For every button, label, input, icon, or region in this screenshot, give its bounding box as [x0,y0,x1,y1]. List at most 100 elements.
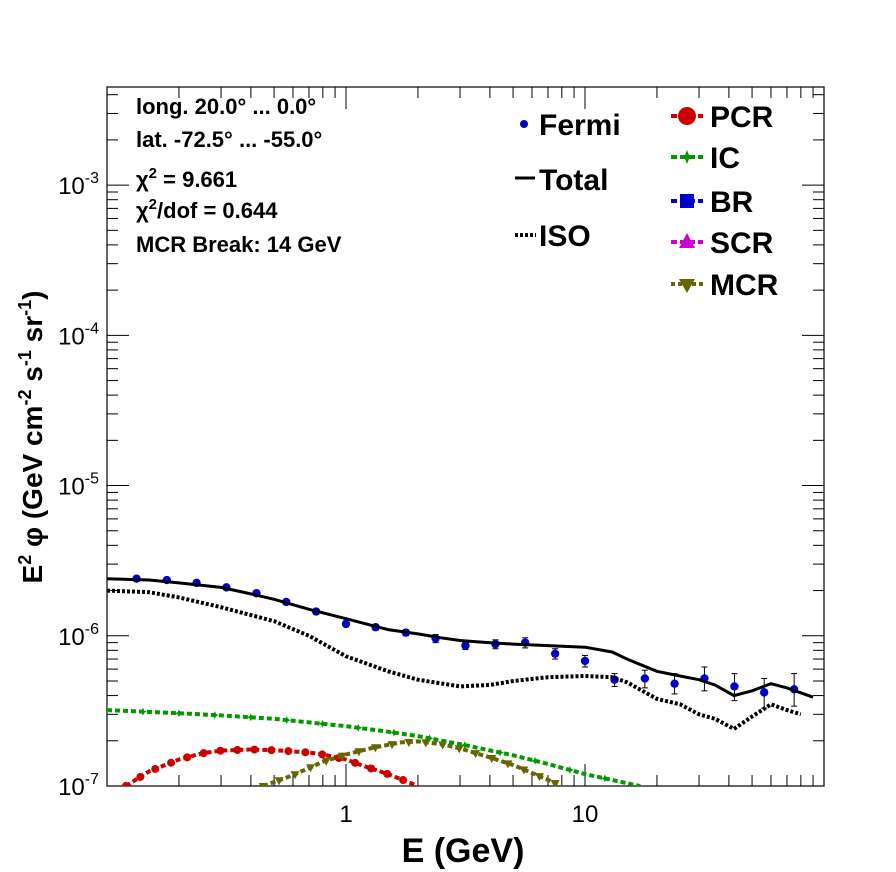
series-pcr [121,745,419,786]
x-tick-label: 1 [339,801,352,828]
fermi-point [730,682,739,691]
pcr-marker [121,782,130,786]
legend-left: Fermi Total ISO [515,109,621,253]
plot-frame [106,86,825,787]
legend-marker-scr [679,233,695,248]
chi2dof-symbol: χ [136,198,149,223]
y-axis-label-phi: φ (GeV cm [17,406,48,555]
ic-marker [354,723,363,732]
ic-marker [282,716,291,725]
mcr-marker [306,764,316,773]
pcr-marker [167,758,176,767]
chi2-symbol: χ [136,167,149,192]
chi2-value: = 9.661 [157,167,237,192]
ic-marker [107,706,111,715]
ic-marker [210,711,219,720]
chi2-sup: 2 [149,165,157,182]
series-line-ic [107,708,641,786]
legend-marker-br [680,194,694,208]
ic-marker [138,707,147,716]
pcr-marker [351,758,360,767]
y-axis-label-sup1: 2 [15,555,35,565]
annotation-longitude: long. 20.0° ... 0.0° [136,94,316,119]
pcr-marker [399,776,408,785]
y-tick-label: 10-4 [58,320,99,350]
ic-marker [174,709,183,718]
y-tick-label: 10-5 [58,471,99,501]
mcr-marker [387,741,397,750]
y-tick-label: 10-7 [58,771,99,801]
mcr-marker [534,773,544,782]
fermi-point [341,619,351,629]
series-line-mcr [262,739,563,786]
legend-label-fermi: Fermi [539,109,621,142]
y-axis: 10-7 10-6 10-5 10-4 10-3 [58,94,824,801]
legend-item-br: BR [671,186,754,219]
mcr-marker [454,745,464,754]
legend-label-pcr: PCR [710,101,774,134]
series-line-total [107,577,814,699]
x-tick-label: 10 [572,801,599,828]
fermi-point [550,649,560,658]
legend-item-scr: SCR [671,227,774,260]
pcr-marker [136,772,145,781]
legend-label-total: Total [539,164,608,197]
fermi-point [580,656,590,666]
mcr-marker [337,752,347,761]
pcr-marker [250,745,259,754]
mcr-marker [321,757,331,766]
annotation-chi2dof: χ2/dof = 0.644 [136,196,278,223]
ic-marker [246,713,255,722]
legend-marker-pcr [678,107,696,125]
legend-label-scr: SCR [710,227,774,260]
legend-marker-mcr [679,279,695,293]
legend-item-total: Total [515,164,608,197]
legend-label-br: BR [710,186,754,219]
legend-item-pcr: PCR [671,101,774,134]
legend-label-ic: IC [710,142,740,175]
ic-marker [425,734,434,743]
series-layer [107,574,814,786]
ic-marker [565,766,574,775]
pcr-marker [383,769,392,778]
pcr-marker [301,748,310,757]
legend-item-iso: ISO [515,220,591,253]
ic-marker [318,719,327,728]
mcr-marker [421,739,431,748]
y-axis-label: E2 φ (GeV cm-2 s-1 sr-1) [15,291,48,584]
mcr-marker [274,777,284,786]
mcr-marker [290,771,300,780]
y-axis-label-sup3: -1 [15,350,35,366]
legend-marker-ic [680,150,694,164]
legend-right: PCR IC BR SCR MCR [671,101,779,302]
series-iso [107,588,802,732]
legend-item-ic: IC [671,142,740,175]
pcr-marker [199,749,208,758]
ic-marker [531,756,540,765]
series-line-iso [107,588,802,732]
pcr-marker [183,753,192,762]
y-axis-label-sr: sr [17,316,48,350]
fermi-point [670,679,679,688]
series-total [107,577,814,699]
series-ic [107,706,641,786]
annotation-chi2: χ2 = 9.661 [136,165,237,192]
ic-marker [460,741,469,750]
pcr-marker [233,746,242,754]
y-axis-label-sup4: -1 [15,300,35,316]
mcr-marker [550,779,560,786]
legend-label-mcr: MCR [710,269,779,302]
mcr-marker [370,744,380,753]
y-axis-label-s: s [17,366,48,389]
x-axis-label: E (GeV) [402,832,525,870]
annotation-latitude: lat. -72.5° ... -55.0° [136,127,322,152]
ic-marker [389,728,398,737]
chi2dof-value: /dof = 0.644 [157,198,278,223]
pcr-marker [367,764,376,773]
mcr-marker [438,741,448,750]
y-axis-label-sup2: -2 [15,390,35,406]
y-tick-label: 10-6 [58,621,99,651]
mcr-marker [487,755,497,764]
legend-marker-fermi [520,120,528,128]
